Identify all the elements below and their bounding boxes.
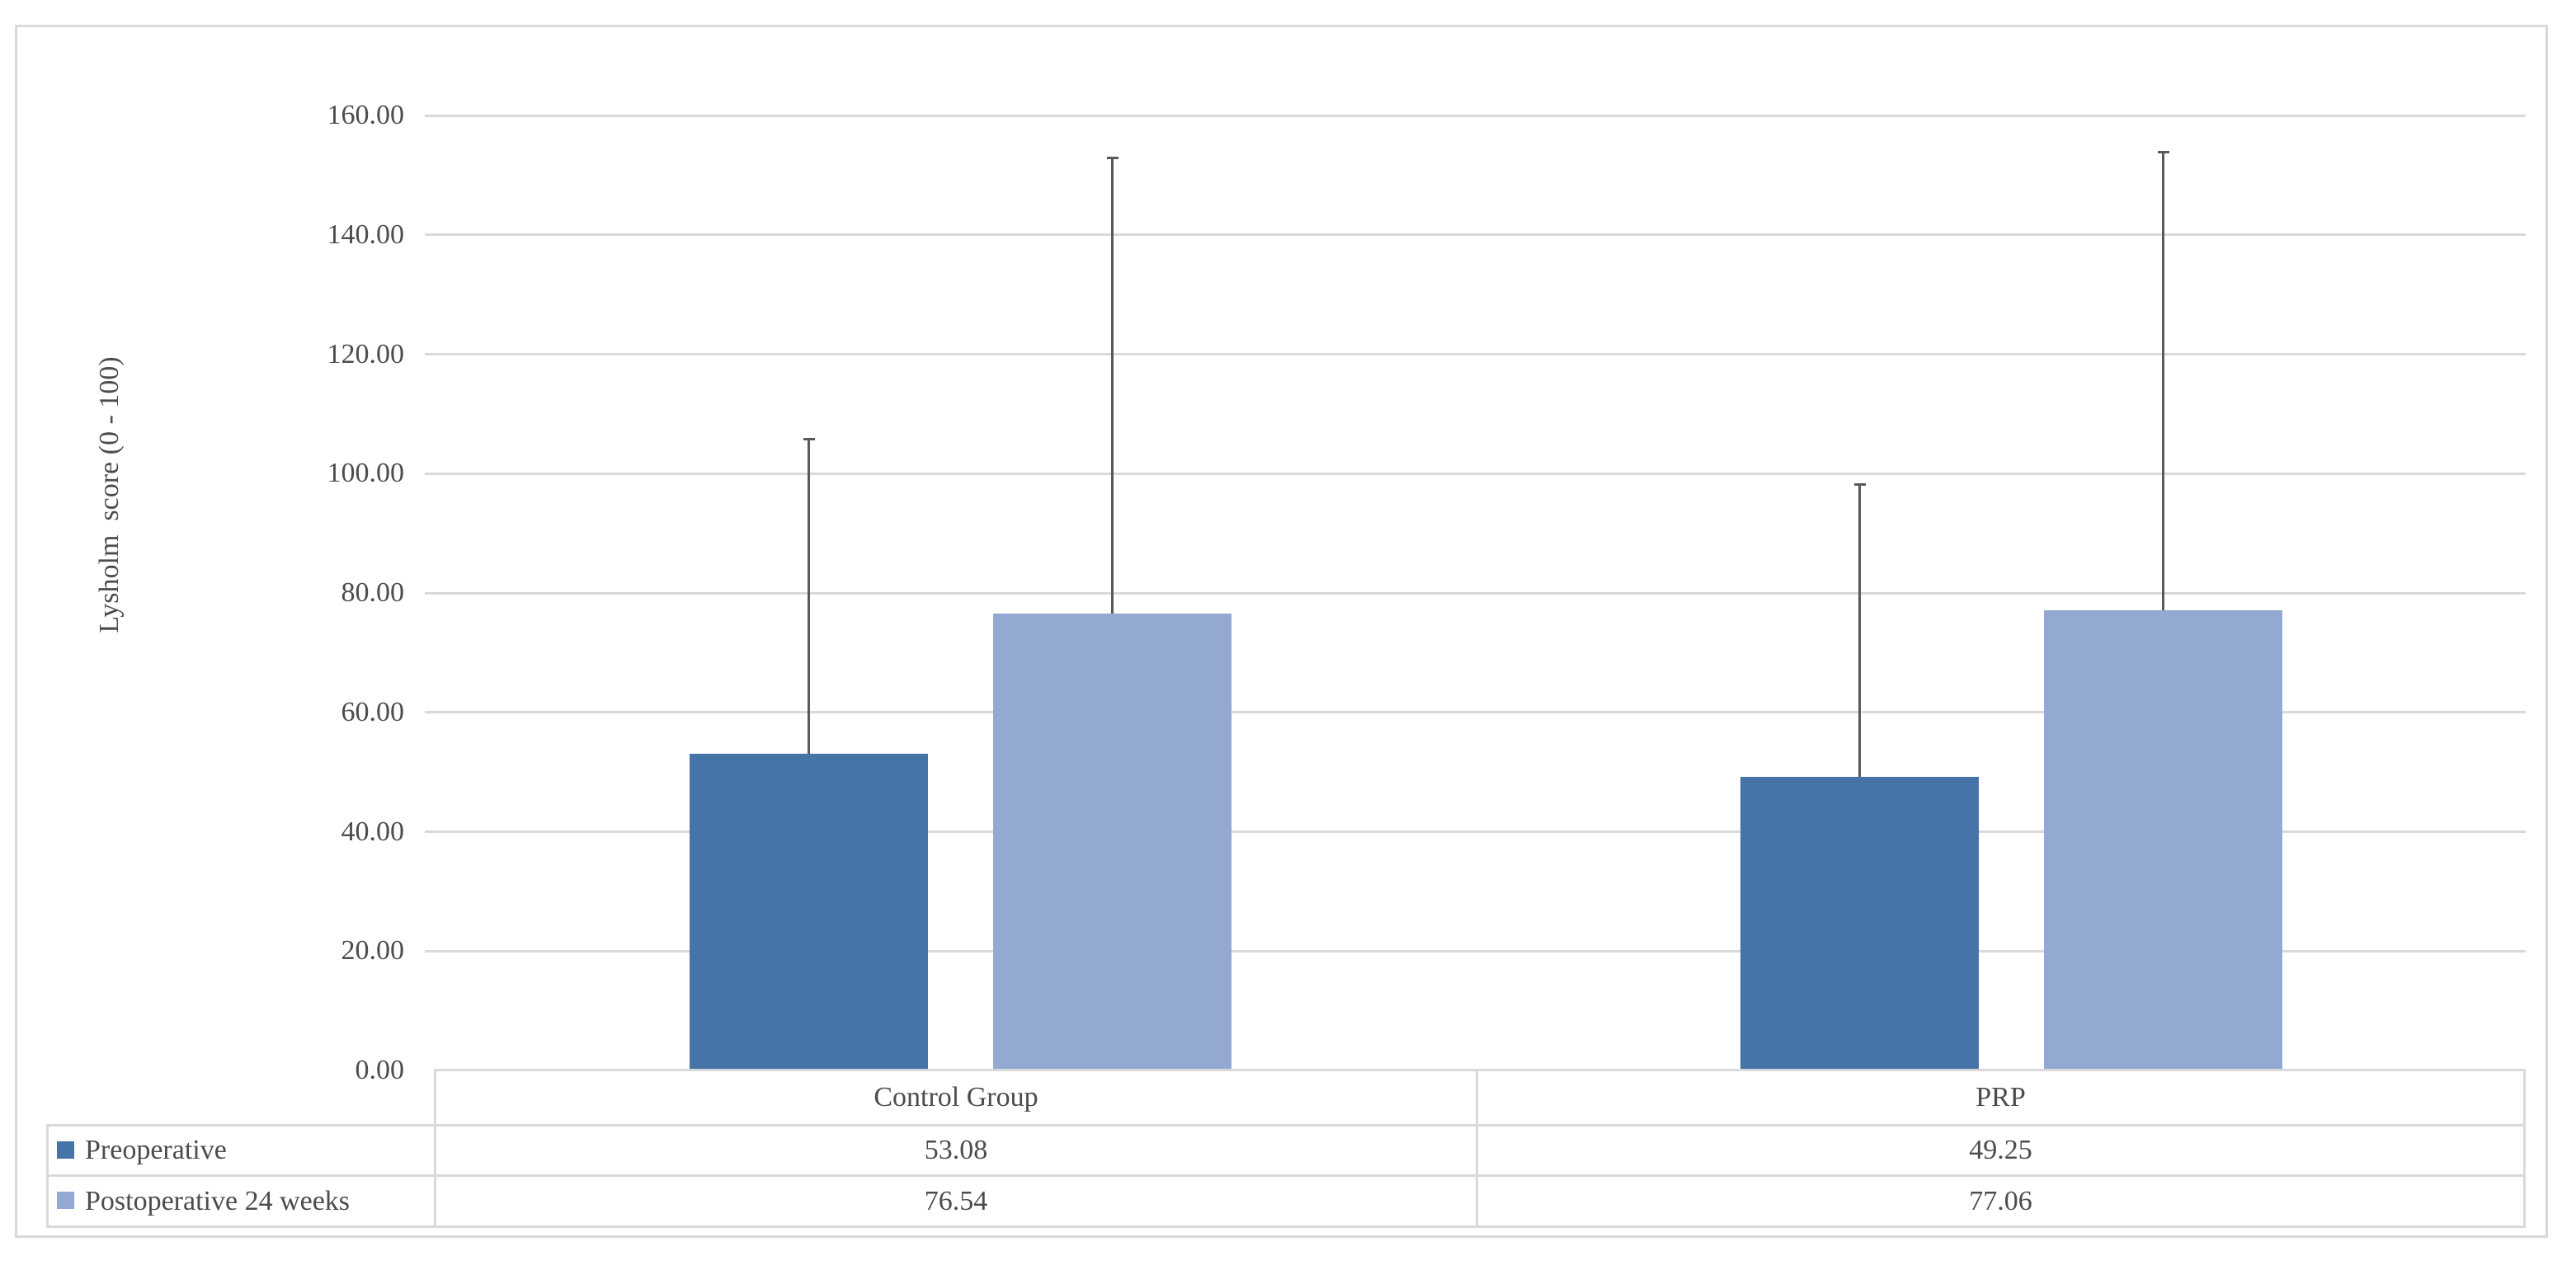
bar-preoperative-control-group	[690, 754, 928, 1070]
table-row: Preoperative 53.08 49.25	[46, 1124, 2526, 1177]
y-tick-label: 100.00	[327, 458, 405, 488]
legend-swatch-postoperative-icon	[57, 1192, 74, 1210]
legend-label: Preoperative	[85, 1135, 227, 1165]
y-tick-label: 40.00	[341, 816, 405, 847]
error-bar-cap	[2158, 151, 2169, 153]
table-header-row: Control Group PRP	[47, 1069, 2526, 1127]
gridline-40.00	[425, 830, 2526, 833]
bar-postoperative-24-weeks-prp	[2044, 610, 2282, 1070]
legend-item-postoperative: Postoperative 24 weeks	[46, 1174, 436, 1228]
y-tick-label: 140.00	[327, 219, 405, 250]
error-bar	[808, 439, 810, 754]
table-cell-preoperative-control: 53.08	[434, 1124, 1478, 1177]
y-axis-title: Lysholm score (0 - 100)	[94, 356, 125, 633]
error-bar-cap	[1107, 157, 1118, 159]
category-header-control-group: Control Group	[434, 1069, 1478, 1127]
legend-item-preoperative: Preoperative	[46, 1124, 436, 1177]
table-cell-preoperative-prp: 49.25	[1476, 1124, 2526, 1177]
legend-swatch-preoperative-icon	[57, 1141, 74, 1159]
data-table: Control Group PRP Preoperative 53.08 49.…	[46, 1069, 2526, 1228]
y-tick-label: 80.00	[341, 577, 405, 608]
table-corner-empty	[47, 1070, 436, 1127]
gridline-140.00	[425, 233, 2526, 236]
table-cell-postoperative-control: 76.54	[434, 1174, 1478, 1228]
y-tick-label: 20.00	[341, 935, 405, 966]
table-cell-postoperative-prp: 77.06	[1476, 1174, 2526, 1228]
error-bar	[1111, 158, 1114, 614]
gridline-160.00	[425, 115, 2526, 117]
y-tick-label: 160.00	[327, 100, 405, 130]
error-bar-cap	[803, 438, 815, 440]
y-tick-label: 120.00	[327, 339, 405, 369]
legend-label: Postoperative 24 weeks	[85, 1185, 351, 1216]
gridline-120.00	[425, 353, 2526, 355]
category-header-prp: PRP	[1476, 1069, 2526, 1127]
gridline-80.00	[425, 592, 2526, 595]
error-bar-cap	[1854, 483, 1866, 486]
y-tick-label: 60.00	[341, 697, 405, 727]
table-row: Postoperative 24 weeks 76.54 77.06	[46, 1174, 2526, 1228]
bar-postoperative-24-weeks-control-group	[993, 614, 1231, 1070]
bar-preoperative-prp	[1740, 777, 1979, 1070]
error-bar	[1858, 484, 1861, 777]
gridline-60.00	[425, 711, 2526, 713]
error-bar	[2162, 152, 2164, 610]
gridline-100.00	[425, 473, 2526, 475]
gridline-20.00	[425, 950, 2526, 952]
